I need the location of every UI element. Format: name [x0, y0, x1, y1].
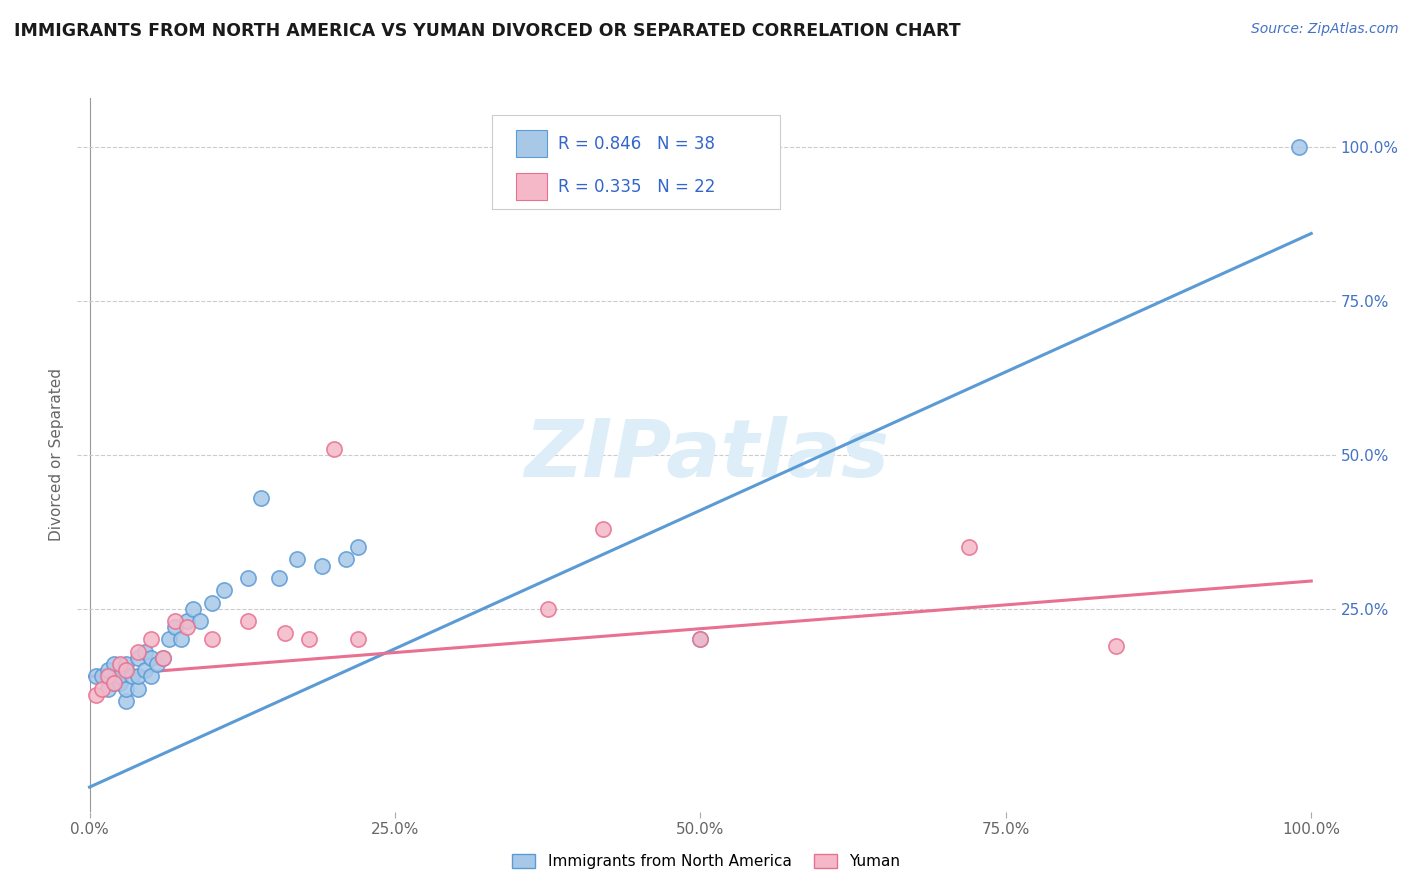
Point	[212, 583, 235, 598]
Point	[103, 657, 125, 671]
Point	[90, 669, 112, 683]
Point	[165, 620, 187, 634]
Point	[115, 694, 138, 708]
Point	[347, 632, 370, 647]
Point	[201, 596, 224, 610]
Point	[103, 675, 125, 690]
Point	[127, 651, 149, 665]
Point	[176, 614, 198, 628]
Point	[183, 601, 205, 615]
Point	[298, 632, 321, 647]
Point	[335, 552, 357, 566]
Point	[537, 601, 560, 615]
Point	[1288, 140, 1310, 154]
Y-axis label: Divorced or Separated: Divorced or Separated	[49, 368, 65, 541]
Point	[97, 681, 120, 696]
Text: ZIPatlas: ZIPatlas	[524, 416, 889, 494]
Point	[1105, 639, 1128, 653]
Point	[84, 669, 107, 683]
Point	[152, 651, 174, 665]
Point	[139, 669, 162, 683]
Point	[249, 491, 271, 505]
Point	[134, 663, 156, 677]
Point	[127, 645, 149, 659]
Text: Source: ZipAtlas.com: Source: ZipAtlas.com	[1251, 22, 1399, 37]
Point	[165, 614, 187, 628]
Point	[689, 632, 711, 647]
Text: R = 0.846   N = 38: R = 0.846 N = 38	[558, 135, 714, 153]
Point	[115, 681, 138, 696]
Point	[103, 675, 125, 690]
Point	[152, 651, 174, 665]
Point	[139, 651, 162, 665]
Point	[347, 540, 370, 554]
Point	[84, 688, 107, 702]
Point	[121, 669, 143, 683]
Point	[238, 614, 260, 628]
Point	[157, 632, 180, 647]
Point	[274, 626, 297, 640]
Legend: Immigrants from North America, Yuman: Immigrants from North America, Yuman	[506, 848, 907, 875]
Point	[267, 571, 290, 585]
Point	[97, 663, 120, 677]
Point	[145, 657, 167, 671]
Text: R = 0.335   N = 22: R = 0.335 N = 22	[558, 178, 716, 195]
Point	[238, 571, 260, 585]
Point	[322, 442, 344, 456]
Point	[176, 620, 198, 634]
Point	[90, 681, 112, 696]
Point	[957, 540, 980, 554]
Point	[97, 669, 120, 683]
Point	[188, 614, 211, 628]
Point	[139, 632, 162, 647]
Point	[115, 657, 138, 671]
Point	[311, 558, 333, 573]
Point	[127, 681, 149, 696]
Point	[108, 669, 131, 683]
Point	[170, 632, 193, 647]
Point	[108, 657, 131, 671]
Point	[592, 522, 614, 536]
Point	[201, 632, 224, 647]
Point	[134, 645, 156, 659]
Point	[127, 669, 149, 683]
Point	[115, 663, 138, 677]
Text: IMMIGRANTS FROM NORTH AMERICA VS YUMAN DIVORCED OR SEPARATED CORRELATION CHART: IMMIGRANTS FROM NORTH AMERICA VS YUMAN D…	[14, 22, 960, 40]
Point	[285, 552, 308, 566]
Point	[689, 632, 711, 647]
Point	[108, 675, 131, 690]
